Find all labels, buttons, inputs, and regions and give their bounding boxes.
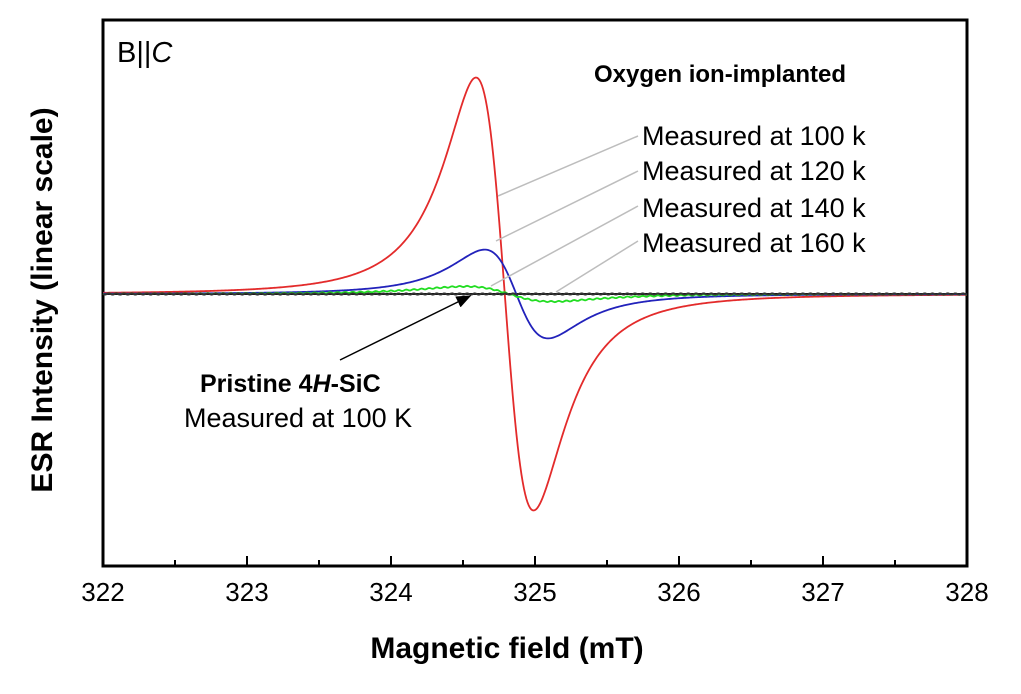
series-curve-0	[102, 76, 968, 512]
x-axis-label: Magnetic field (mT)	[370, 632, 643, 665]
leader-line-3	[555, 240, 639, 293]
pristine-sublabel: Measured at 100 K	[184, 403, 412, 433]
chart-title: Oxygen ion-implanted	[594, 61, 846, 88]
x-tick-label: 322	[81, 577, 124, 607]
series-label-140k: Measured at 140 k	[642, 193, 866, 223]
series-label-100k: Measured at 100 k	[642, 121, 866, 151]
x-tick-label: 327	[801, 577, 844, 607]
x-tick-label: 328	[945, 577, 988, 607]
x-tick-label: 323	[225, 577, 268, 607]
leader-line-1	[495, 170, 639, 242]
series-labels: Measured at 100 k Measured at 120 k Meas…	[642, 121, 866, 258]
x-tick-label: 326	[657, 577, 700, 607]
x-tick-label: 324	[369, 577, 412, 607]
leader-line-2	[490, 205, 639, 287]
leader-line-0	[497, 135, 639, 197]
x-axis-ticks: 322 323 324 325 326 327 328	[81, 556, 989, 607]
legend-leader-lines	[490, 135, 639, 293]
series-label-120k: Measured at 120 k	[642, 156, 866, 186]
orientation-label: B||C	[117, 37, 173, 69]
pristine-label: Pristine 4H-SiC	[200, 370, 381, 398]
series-curve-3	[102, 292, 968, 296]
x-tick-label: 325	[513, 577, 556, 607]
pristine-arrow	[339, 295, 472, 361]
data-curves	[102, 76, 968, 512]
series-label-160k: Measured at 160 k	[642, 228, 866, 258]
y-axis-label: ESR Intensity (linear scale)	[26, 107, 59, 492]
